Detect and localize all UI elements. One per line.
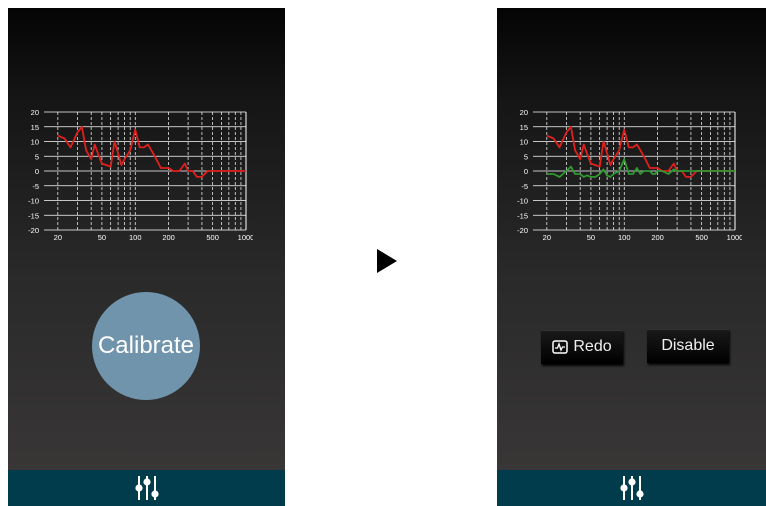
- measured-response-line: [546, 125, 735, 178]
- y-tick-label: 10: [520, 138, 528, 147]
- x-tick-label: 100: [618, 233, 631, 242]
- y-tick-label: 15: [520, 123, 528, 132]
- y-tick-label: 20: [31, 108, 39, 117]
- calibration-screen-after: 20 15 10 5 0 -5 -10 -15 -20 20 50 100 200 500 1000 Red…: [497, 8, 766, 506]
- measured-response-line: [57, 125, 246, 178]
- x-tick-label: 1000: [727, 233, 742, 242]
- x-tick-label: 500: [206, 233, 219, 242]
- y-tick-label: -15: [28, 211, 39, 220]
- x-tick-label: 200: [162, 233, 175, 242]
- y-tick-label: -20: [517, 226, 528, 235]
- play-arrow-icon: [377, 249, 397, 273]
- x-tick-label: 500: [695, 233, 708, 242]
- chart-grid: [44, 111, 247, 231]
- x-tick-label: 200: [651, 233, 664, 242]
- y-tick-label: -5: [32, 182, 39, 191]
- y-tick-label: -20: [28, 226, 39, 235]
- x-tick-label: 100: [129, 233, 142, 242]
- waveform-icon: [552, 340, 569, 354]
- calibrate-label: Calibrate: [97, 332, 195, 359]
- y-tick-label: 0: [524, 167, 528, 176]
- disable-button[interactable]: Disable: [647, 329, 729, 363]
- equalizer-sliders-icon[interactable]: [134, 474, 160, 502]
- x-tick-label: 20: [54, 233, 62, 242]
- y-tick-label: -5: [521, 182, 528, 191]
- y-tick-label: 0: [35, 167, 39, 176]
- y-tick-label: 5: [524, 152, 528, 161]
- y-tick-label: -15: [517, 211, 528, 220]
- x-tick-label: 50: [587, 233, 595, 242]
- bottom-nav-bar: [497, 470, 766, 506]
- x-tick-label: 20: [543, 233, 551, 242]
- y-tick-label: 5: [35, 152, 39, 161]
- frequency-response-chart: 20 15 10 5 0 -5 -10 -15 -20 20 50 100 200 500 1000: [497, 106, 742, 246]
- redo-button[interactable]: Redo: [541, 330, 623, 364]
- disable-label: Disable: [661, 337, 715, 354]
- frequency-response-chart: 20 15 10 5 0 -5 -10 -15 -20 20 50 100 200 500 1000: [8, 106, 253, 246]
- x-tick-label: 50: [98, 233, 106, 242]
- y-tick-label: 20: [520, 108, 528, 117]
- y-tick-label: 10: [31, 138, 39, 147]
- corrected-response-line: [546, 158, 735, 178]
- y-tick-label: -10: [517, 197, 528, 206]
- calibration-screen-before: 20 15 10 5 0 -5 -10 -15 -20 20 50 100 200 500 1000 Cal…: [8, 8, 285, 506]
- redo-label: Redo: [573, 338, 612, 355]
- equalizer-sliders-icon[interactable]: [619, 474, 645, 502]
- calibrate-button[interactable]: Calibrate: [92, 292, 200, 400]
- x-tick-label: 1000: [238, 233, 253, 242]
- y-tick-label: -10: [28, 197, 39, 206]
- bottom-nav-bar: [8, 470, 285, 506]
- y-tick-label: 15: [31, 123, 39, 132]
